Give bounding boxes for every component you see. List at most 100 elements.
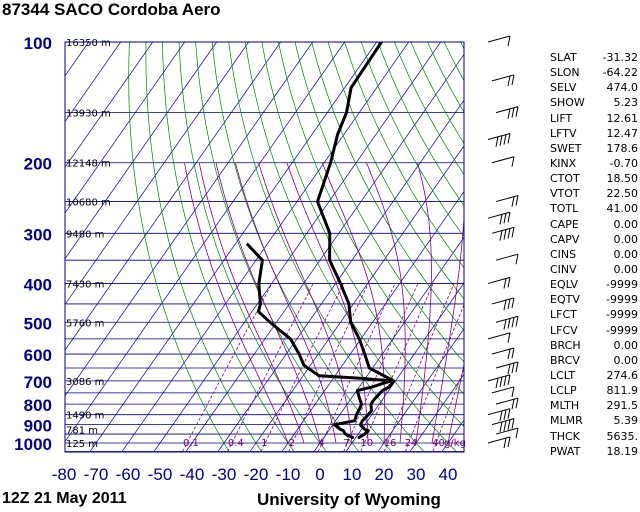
index-name: CINV xyxy=(550,262,577,276)
mixing-ratio-line xyxy=(360,283,434,452)
index-row: PWAT 18.19 xyxy=(550,444,638,459)
index-name: BRCV xyxy=(550,353,580,367)
wind-barb-shaft xyxy=(495,106,519,114)
wind-barb-flag xyxy=(499,421,503,433)
index-value: 5.39 xyxy=(613,414,639,428)
wind-barb xyxy=(491,347,515,360)
index-value: 5635. xyxy=(606,429,639,443)
index-row: LCLT 274.6 xyxy=(550,368,638,383)
temperature-trace xyxy=(316,42,396,439)
index-name: LFCT xyxy=(550,308,577,322)
mixing-ratio-label: 7 xyxy=(343,438,349,449)
wind-barb-flag xyxy=(503,134,507,145)
isotherm-line xyxy=(153,42,441,452)
mixing-ratio-line xyxy=(432,367,464,452)
mixing-ratio-label: 4 xyxy=(318,438,324,449)
index-row: SELV 474.0 xyxy=(550,80,638,95)
wind-barb-shaft xyxy=(495,361,519,369)
wind-barb-flag xyxy=(515,106,519,117)
moist-adiabat xyxy=(184,162,289,444)
height-label: 12148 m xyxy=(66,159,111,170)
mixing-ratio-line xyxy=(405,303,464,452)
index-row: LIFT 12.61 xyxy=(550,111,638,126)
wind-barb-shaft xyxy=(487,408,511,416)
index-value: 12.61 xyxy=(606,111,639,125)
isotherm-line xyxy=(217,99,464,452)
wind-barb-flag xyxy=(499,410,503,421)
index-name: LCLT xyxy=(550,368,576,382)
mixing-ratio-line xyxy=(182,283,273,452)
index-value: -9999 xyxy=(606,308,638,322)
height-label: 13930 m xyxy=(66,109,111,120)
y-tick-label: 600 xyxy=(24,346,52,365)
moist-adiabat xyxy=(258,162,353,444)
wind-barb-flag xyxy=(503,213,507,224)
mixing-ratio-line xyxy=(227,283,314,452)
x-tick-label: -80 xyxy=(52,465,77,484)
isotherm-line xyxy=(65,42,121,123)
wind-barb-flag xyxy=(499,135,503,146)
wind-barb xyxy=(491,226,515,241)
wind-barb-flag xyxy=(499,214,503,225)
y-tick-label: 800 xyxy=(24,396,52,415)
wind-barb-flag xyxy=(511,317,515,328)
index-row: THCK 5635. xyxy=(550,429,638,444)
mixing-ratio-label: 16 xyxy=(384,438,397,449)
index-name: LIFT xyxy=(550,111,573,125)
wind-barb xyxy=(495,315,519,330)
isotherm-line xyxy=(313,236,464,452)
wind-barb-flag xyxy=(511,227,515,238)
wind-barb xyxy=(487,132,511,147)
dry-adiabat xyxy=(311,42,464,331)
height-label: 5760 m xyxy=(66,318,104,329)
index-name: CAPE xyxy=(550,217,579,231)
isotherm-line xyxy=(249,145,464,452)
wind-barb xyxy=(487,211,511,225)
height-label: 16350 m xyxy=(66,38,111,49)
mixing-ratio-label: 10 xyxy=(360,438,373,449)
index-name: LFCV xyxy=(550,323,578,337)
height-label: 10680 m xyxy=(66,198,111,209)
dry-adiabat xyxy=(195,42,360,452)
x-tick-label: -70 xyxy=(84,465,109,484)
moist-adiabat xyxy=(415,162,432,444)
index-row: SLON -64.22 xyxy=(550,65,638,80)
dry-adiabat xyxy=(211,42,392,452)
wind-barb-flag xyxy=(503,300,507,311)
isotherm-line xyxy=(345,282,464,452)
wind-barb-flag xyxy=(511,107,515,118)
index-name: EQTV xyxy=(550,293,580,307)
wind-barb-flag xyxy=(507,108,511,119)
mixing-ratio-line xyxy=(317,283,396,452)
wind-barb-flag xyxy=(511,74,515,85)
chart-grid xyxy=(65,42,464,452)
wind-barb-flag xyxy=(507,35,511,47)
height-label: 3086 m xyxy=(66,377,104,388)
wind-barb-flag xyxy=(499,376,503,388)
y-tick-label: 200 xyxy=(24,155,52,174)
dry-adiabat xyxy=(178,42,327,452)
index-row: LCLP 811.9 xyxy=(550,383,638,398)
index-name: THCK xyxy=(550,429,580,443)
index-value: 0.00 xyxy=(613,247,639,261)
wind-barb xyxy=(487,276,511,289)
height-label: 125 m xyxy=(66,439,98,450)
index-value: 178.6 xyxy=(606,141,639,155)
wind-barb-shaft xyxy=(495,427,519,435)
mixing-ratio-label: 1 xyxy=(261,438,267,449)
index-row: KINX -0.70 xyxy=(550,156,638,171)
wind-barb-shaft xyxy=(495,195,519,203)
index-name: VTOT xyxy=(550,187,580,201)
mixing-ratio-line xyxy=(343,283,419,452)
index-value: 5.23 xyxy=(613,96,639,110)
wind-barb-flag xyxy=(515,195,519,206)
index-name: MLTH xyxy=(550,399,580,413)
index-row: BRCH 0.00 xyxy=(550,338,638,353)
wind-barb xyxy=(495,397,519,410)
wind-barb xyxy=(495,106,519,119)
wind-barb-flag xyxy=(515,361,519,373)
index-value: 18.50 xyxy=(606,172,639,186)
